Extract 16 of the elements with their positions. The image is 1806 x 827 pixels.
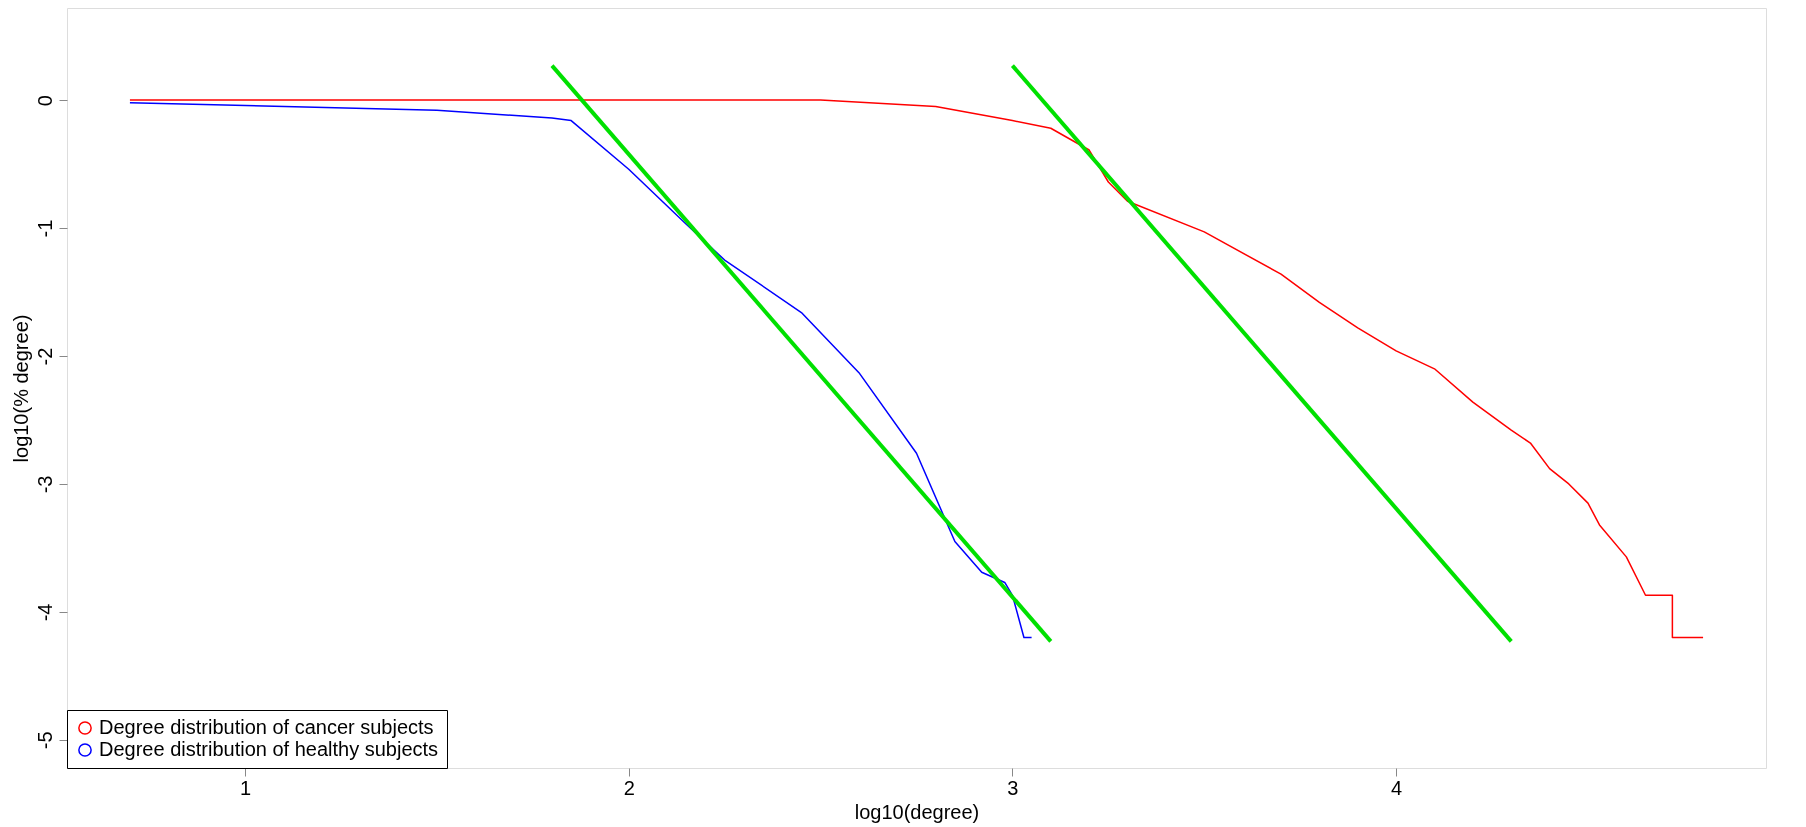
legend-label: Degree distribution of healthy subjects bbox=[99, 738, 439, 760]
line-series bbox=[129, 101, 1033, 639]
x-tick-label: 1 bbox=[239, 776, 252, 799]
y-tick-label: -5 bbox=[33, 731, 56, 750]
y-tick-label: -2 bbox=[33, 347, 56, 366]
y-axis-title: log10(% degree) bbox=[9, 314, 32, 463]
line-series bbox=[129, 99, 1704, 639]
legend-label: Degree distribution of cancer subjects bbox=[99, 716, 434, 738]
y-tick-label: -4 bbox=[33, 603, 56, 622]
x-axis-title: log10(degree) bbox=[854, 800, 980, 823]
y-tick-label: 0 bbox=[33, 95, 56, 107]
x-tick-label: 3 bbox=[1007, 776, 1019, 799]
y-tick-label: -3 bbox=[33, 475, 56, 494]
x-tick-label: 4 bbox=[1391, 776, 1403, 799]
y-tick-label: -1 bbox=[33, 219, 56, 238]
x-tick-label: 2 bbox=[623, 776, 635, 799]
